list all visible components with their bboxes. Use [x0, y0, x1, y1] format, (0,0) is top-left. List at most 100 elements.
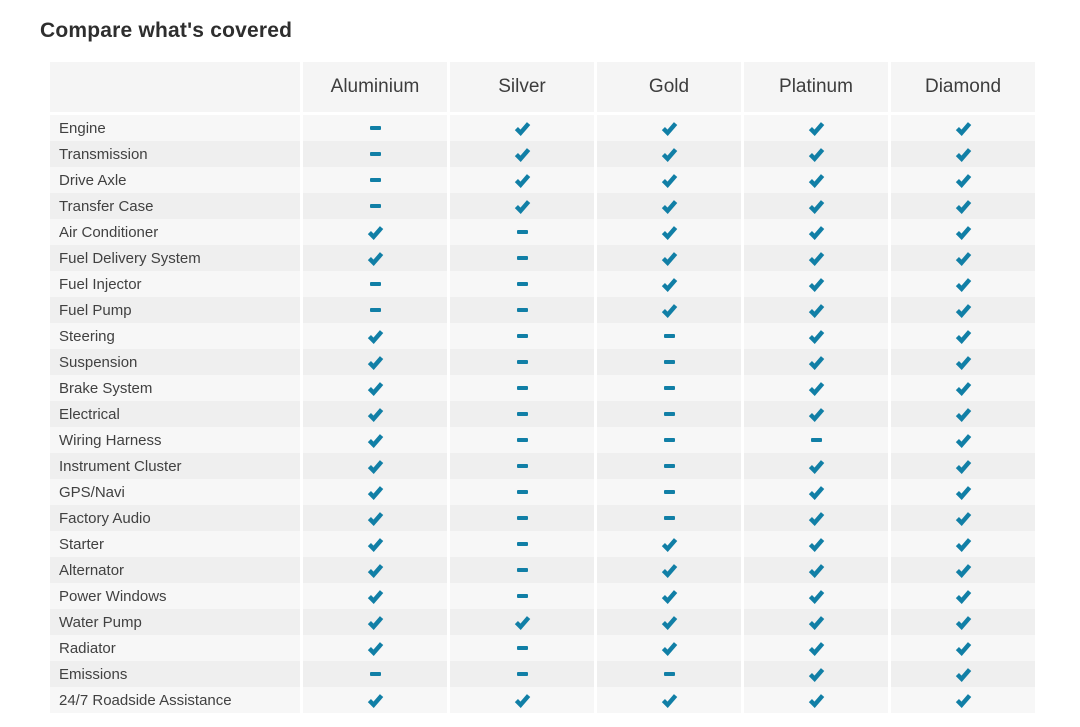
coverage-cell [741, 583, 888, 609]
check-icon [367, 459, 383, 474]
coverage-cell [741, 661, 888, 687]
check-icon [955, 277, 971, 292]
check-icon [808, 615, 824, 630]
table-row: Emissions [50, 661, 1035, 687]
dash-icon [516, 568, 528, 572]
coverage-cell [888, 141, 1035, 167]
check-icon [367, 225, 383, 240]
coverage-cell [447, 635, 594, 661]
check-icon [955, 563, 971, 578]
check-icon [808, 355, 824, 370]
coverage-cell [447, 531, 594, 557]
check-icon [367, 329, 383, 344]
check-icon [955, 381, 971, 396]
dash-icon [663, 464, 675, 468]
check-icon [808, 693, 824, 708]
coverage-cell [300, 167, 447, 193]
check-icon [808, 225, 824, 240]
coverage-cell [447, 479, 594, 505]
coverage-cell [447, 505, 594, 531]
check-icon [955, 225, 971, 240]
coverage-cell [447, 323, 594, 349]
coverage-cell [888, 609, 1035, 635]
check-icon [661, 303, 677, 318]
dash-icon [516, 230, 528, 234]
coverage-cell [888, 635, 1035, 661]
row-label: Engine [50, 115, 300, 141]
check-icon [367, 433, 383, 448]
check-icon [661, 537, 677, 552]
check-icon [367, 511, 383, 526]
dash-icon [516, 256, 528, 260]
coverage-cell [300, 635, 447, 661]
check-icon [661, 563, 677, 578]
check-icon [661, 225, 677, 240]
table-row: Electrical [50, 401, 1035, 427]
dash-icon [663, 490, 675, 494]
plan-header-platinum: Platinum [741, 62, 888, 112]
coverage-cell [888, 375, 1035, 401]
row-label: GPS/Navi [50, 479, 300, 505]
coverage-cell [741, 401, 888, 427]
coverage-cell [741, 479, 888, 505]
coverage-cell [594, 141, 741, 167]
coverage-cell [447, 687, 594, 713]
coverage-cell [888, 271, 1035, 297]
row-label: Instrument Cluster [50, 453, 300, 479]
row-label: Fuel Pump [50, 297, 300, 323]
table-row: Instrument Cluster [50, 453, 1035, 479]
coverage-cell [741, 427, 888, 453]
row-label: Fuel Delivery System [50, 245, 300, 271]
check-icon [808, 173, 824, 188]
dash-icon [516, 542, 528, 546]
check-icon [661, 121, 677, 136]
row-label: Steering [50, 323, 300, 349]
check-icon [808, 121, 824, 136]
row-label: Wiring Harness [50, 427, 300, 453]
dash-icon [663, 438, 675, 442]
table-row: Power Windows [50, 583, 1035, 609]
coverage-cell [300, 271, 447, 297]
table-row: Transmission [50, 141, 1035, 167]
dash-icon [663, 516, 675, 520]
check-icon [661, 251, 677, 266]
dash-icon [516, 646, 528, 650]
coverage-cell [888, 583, 1035, 609]
check-icon [955, 303, 971, 318]
coverage-cell [300, 323, 447, 349]
coverage-cell [888, 245, 1035, 271]
check-icon [808, 407, 824, 422]
check-icon [514, 147, 530, 162]
row-label: Air Conditioner [50, 219, 300, 245]
check-icon [955, 251, 971, 266]
check-icon [955, 121, 971, 136]
dash-icon [516, 594, 528, 598]
check-icon [367, 641, 383, 656]
table-row: Transfer Case [50, 193, 1035, 219]
check-icon [808, 511, 824, 526]
plan-header-diamond: Diamond [888, 62, 1035, 112]
check-icon [955, 537, 971, 552]
coverage-cell [888, 349, 1035, 375]
check-icon [661, 589, 677, 604]
coverage-cell [300, 401, 447, 427]
check-icon [661, 277, 677, 292]
check-icon [367, 407, 383, 422]
coverage-cell [300, 583, 447, 609]
coverage-cell [447, 115, 594, 141]
check-icon [955, 485, 971, 500]
coverage-cell [741, 635, 888, 661]
check-icon [955, 615, 971, 630]
coverage-cell [594, 323, 741, 349]
coverage-cell [300, 453, 447, 479]
table-row: GPS/Navi [50, 479, 1035, 505]
check-icon [955, 589, 971, 604]
coverage-cell [741, 193, 888, 219]
table-row: Starter [50, 531, 1035, 557]
table-row: Suspension [50, 349, 1035, 375]
row-label: Electrical [50, 401, 300, 427]
table-header-row: Aluminium Silver Gold Platinum Diamond [50, 62, 1035, 112]
coverage-cell [300, 531, 447, 557]
coverage-cell [447, 141, 594, 167]
coverage-cell [447, 453, 594, 479]
